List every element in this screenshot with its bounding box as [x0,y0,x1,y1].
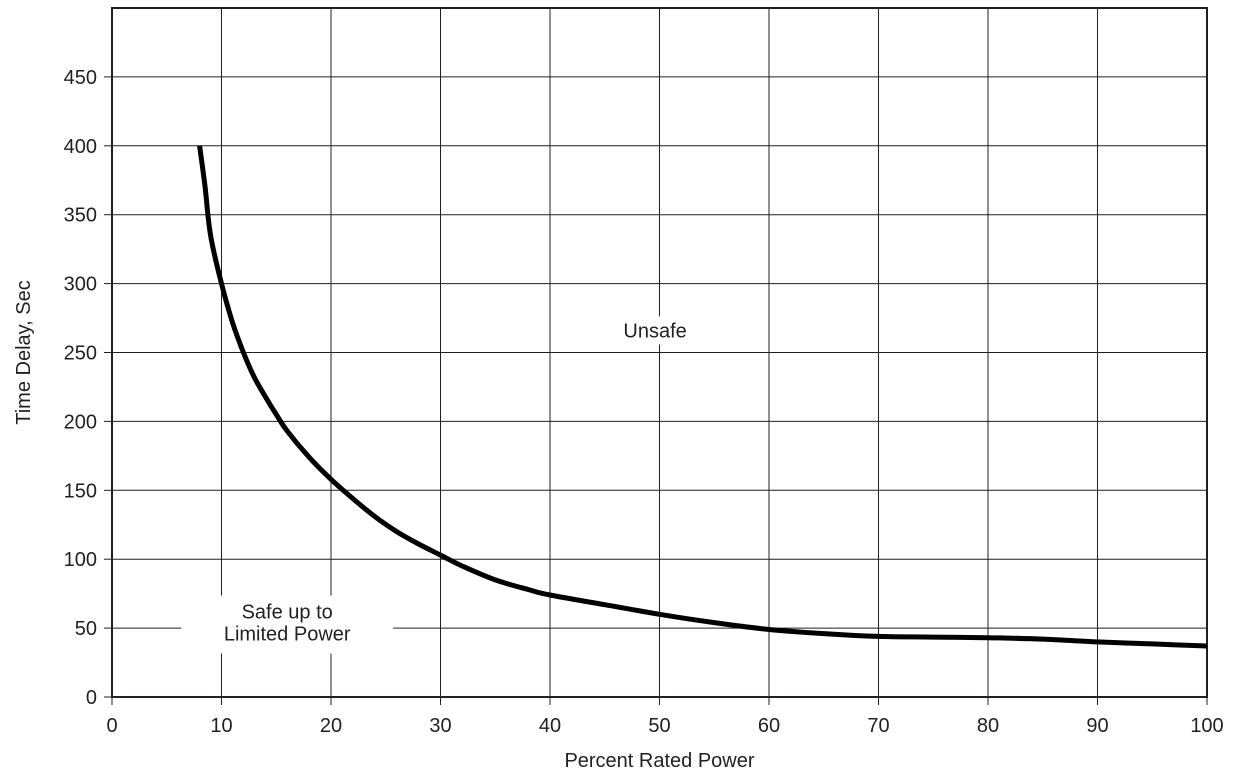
y-axis-ticks: 0 50 100 150 200 250 300 350 400 450 [64,67,112,709]
time-delay-curve [197,145,1208,649]
y-tick-label: 450 [64,67,97,89]
x-tick-label: 50 [648,715,670,737]
x-tick-label: 10 [210,715,232,737]
x-tick-label: 0 [106,715,117,737]
safe-label-background [181,595,394,654]
x-tick-label: 90 [1086,715,1108,737]
safe-region-label-line2: Limited Power [224,624,351,646]
y-tick-label: 150 [64,480,97,502]
x-tick-label: 60 [758,715,780,737]
y-tick-label: 50 [75,618,97,640]
x-tick-label: 70 [867,715,889,737]
x-tick-label: 80 [977,715,999,737]
x-tick-label: 30 [429,715,451,737]
x-axis-title: Percent Rated Power [564,750,754,772]
grid-lines [112,8,1207,697]
safe-region-label-line1: Safe up to [242,602,333,624]
x-axis-ticks: 0 10 20 30 40 50 60 70 80 90 100 [106,697,1224,737]
x-tick-label: 100 [1190,715,1223,737]
y-tick-label: 350 [64,205,97,227]
y-axis-title: Time Delay, Sec [13,280,35,424]
y-tick-label: 400 [64,136,97,158]
unsafe-label-background [613,316,698,345]
y-tick-label: 250 [64,343,97,365]
y-tick-label: 0 [86,687,97,709]
x-tick-label: 20 [320,715,342,737]
y-tick-label: 300 [64,274,97,296]
unsafe-region-label: Unsafe [623,320,686,342]
y-tick-label: 200 [64,411,97,433]
x-tick-label: 40 [539,715,561,737]
y-tick-label: 100 [64,549,97,571]
